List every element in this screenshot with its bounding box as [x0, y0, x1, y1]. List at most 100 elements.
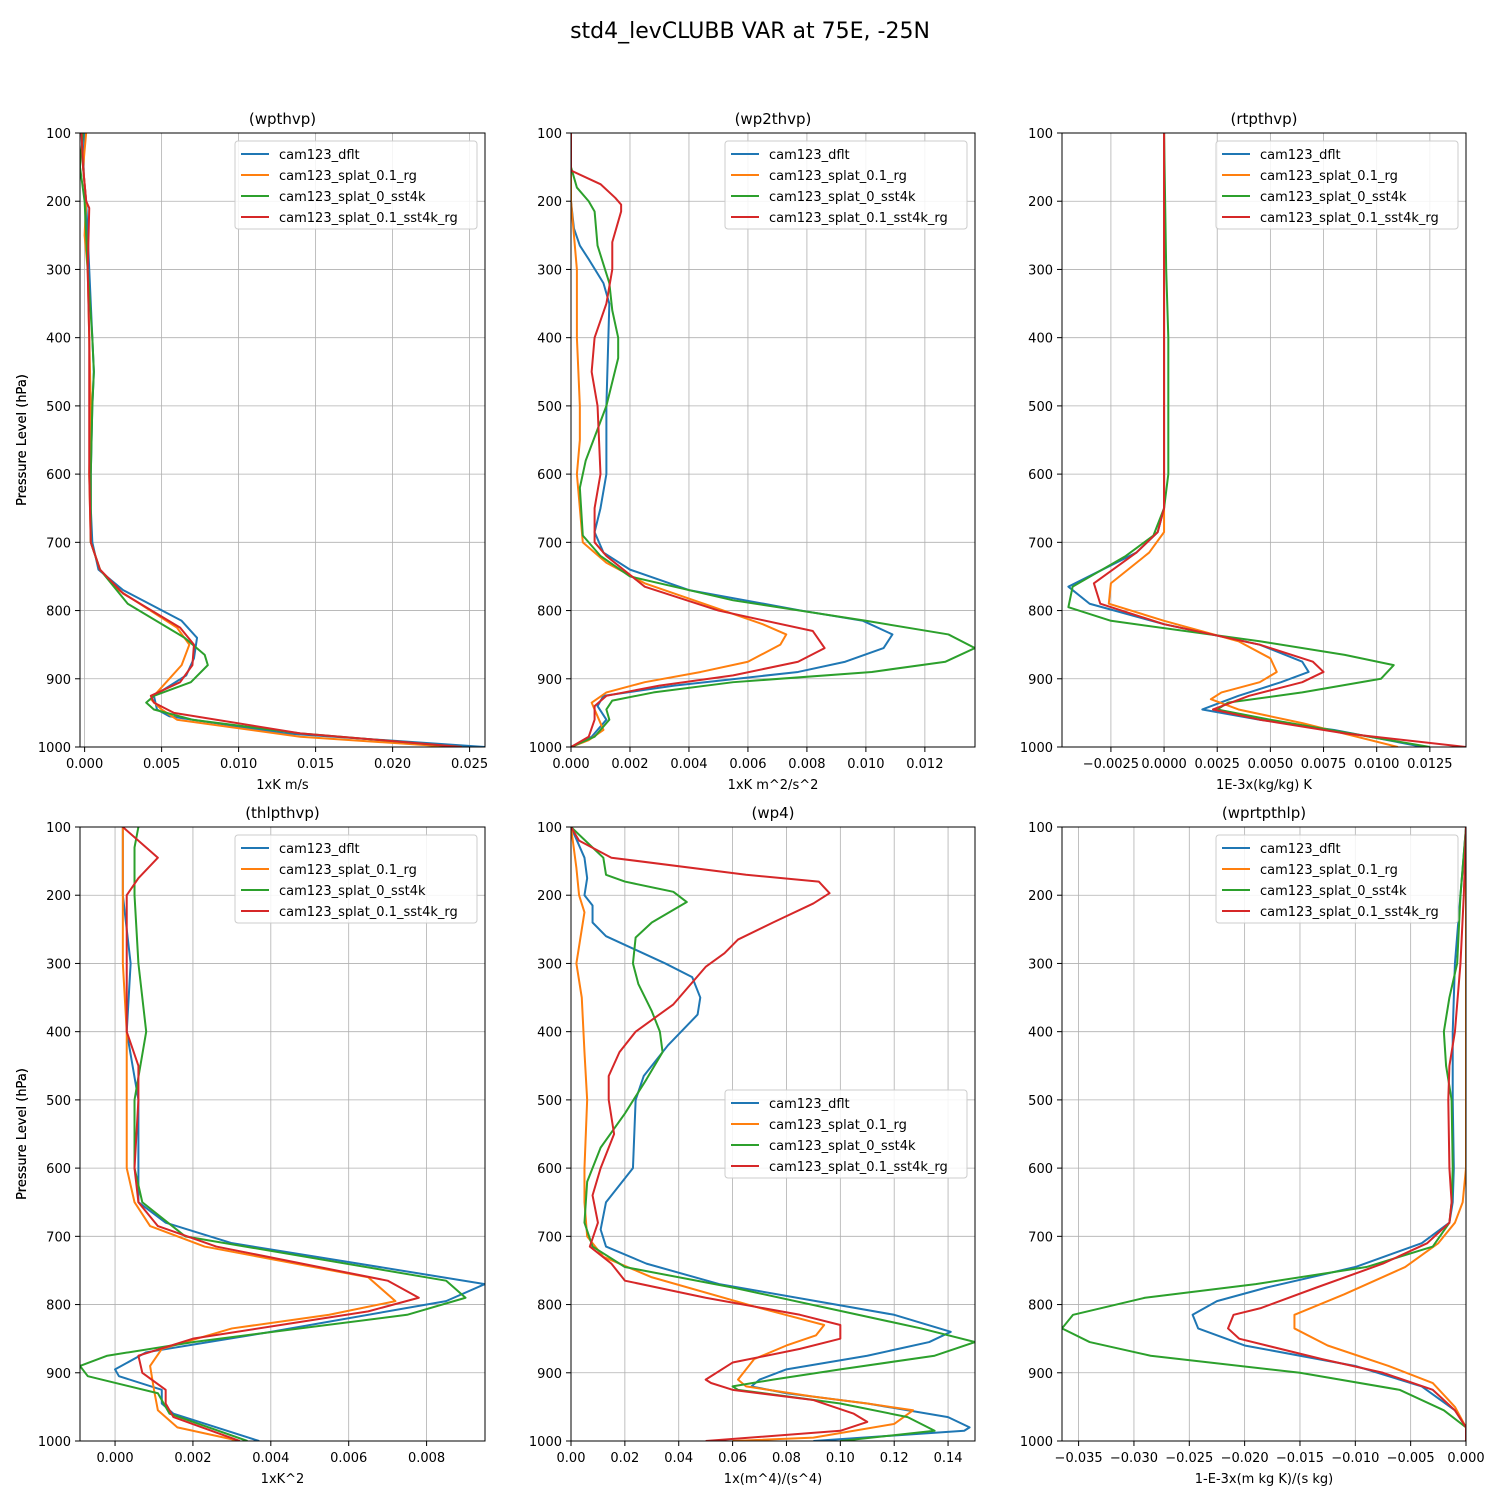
x-tick-label: −0.0025	[1083, 757, 1139, 772]
y-tick-label: 600	[537, 468, 562, 483]
legend-label: cam123_dflt	[279, 148, 360, 163]
legend-label: cam123_splat_0_sst4k	[279, 190, 426, 205]
x-axis-label: 1x(m^4)/(s^4)	[724, 1472, 822, 1487]
x-ticks: 0.000 0.002 0.004 0.006 0.008	[96, 1441, 445, 1466]
chart-panel-1: 0.000 0.005 0.010 0.015 0.020 0.025 100 200 300 4…	[15, 110, 488, 793]
y-tick-label: 300	[46, 957, 71, 972]
legend: cam123_dflt cam123_splat_0.1_rg cam123_spl…	[234, 140, 478, 230]
legend: cam123_dflt cam123_splat_0.1_rg cam123_spl…	[724, 1089, 968, 1179]
series-lines	[1067, 133, 1466, 747]
x-tick-label: −0.025	[1165, 1451, 1213, 1466]
legend-label: cam123_dflt	[769, 1097, 850, 1112]
x-tick-label: 0.012	[906, 757, 943, 772]
x-tick-label: 0.00	[557, 1451, 586, 1466]
x-tick-label: 0.0100	[1354, 757, 1400, 772]
legend-box	[1215, 140, 1459, 230]
axes-frame	[1061, 826, 1467, 1442]
y-axis-label: Pressure Level (hPa)	[15, 374, 30, 506]
y-tick-label: 400	[1028, 1026, 1053, 1041]
y-ticks: 100 200 300 400 500 600 700 800 900 1000	[529, 821, 571, 1450]
x-tick-label: −0.020	[1221, 1451, 1269, 1466]
y-tick-label: 600	[46, 468, 71, 483]
series-line-3	[1062, 827, 1466, 1441]
x-tick-label: 0.14	[934, 1451, 963, 1466]
x-tick-label: 0.002	[174, 1451, 211, 1466]
panel-title: (wpthvp)	[249, 110, 316, 128]
legend-label: cam123_splat_0.1_rg	[279, 863, 417, 878]
x-axis-label: 1xK m/s	[256, 778, 309, 793]
panel-title: (wp2thvp)	[735, 110, 812, 128]
series-lines	[571, 827, 975, 1441]
panel-title: (wprtpthlp)	[1222, 804, 1306, 822]
series-line-4	[571, 133, 826, 747]
y-tick-label: 800	[46, 1299, 71, 1314]
figure-title: std4_levCLUBB VAR at 75E, -25N	[570, 19, 930, 44]
x-tick-label: −0.010	[1331, 1451, 1379, 1466]
y-tick-label: 400	[46, 332, 71, 347]
y-tick-label: 800	[537, 1299, 562, 1314]
legend-label: cam123_splat_0.1_rg	[1260, 863, 1398, 878]
legend-box	[1215, 834, 1459, 924]
y-tick-label: 600	[46, 1162, 71, 1177]
x-tick-label: 0.015	[297, 757, 334, 772]
x-tick-label: 0.025	[451, 757, 488, 772]
y-ticks: 100 200 300 400 500 600 700 800 900 1000	[1020, 127, 1062, 756]
legend-box	[234, 140, 478, 230]
series-line-1	[114, 827, 485, 1441]
y-tick-label: 200	[537, 889, 562, 904]
x-ticks: 0.000 0.005 0.010 0.015 0.020 0.025	[66, 747, 488, 772]
legend-label: cam123_splat_0_sst4k	[279, 884, 426, 899]
y-tick-label: 500	[537, 400, 562, 415]
x-tick-label: 0.006	[330, 1451, 367, 1466]
legend-label: cam123_splat_0.1_sst4k_rg	[279, 211, 458, 226]
plot-area	[80, 827, 485, 1441]
series-line-3	[571, 133, 975, 747]
chart-panel-3: −0.0025 0.0000 0.0025 0.0050 0.0075 0.0100 0.0…	[15, 110, 1467, 793]
y-tick-label: 900	[46, 673, 71, 688]
axes-frame	[1061, 132, 1467, 748]
y-tick-label: 500	[1028, 400, 1053, 415]
y-tick-label: 800	[46, 605, 71, 620]
chart-panel-5: 0.00 0.02 0.04 0.06 0.08 0.10 0.12 0.14 100 200 30…	[15, 804, 976, 1487]
x-tick-label: −0.005	[1387, 1451, 1435, 1466]
x-tick-label: 0.006	[729, 757, 766, 772]
legend-label: cam123_splat_0.1_rg	[279, 169, 417, 184]
legend-label: cam123_splat_0.1_sst4k_rg	[769, 1160, 948, 1175]
x-tick-label: 0.0075	[1301, 757, 1347, 772]
x-ticks: 0.000 0.002 0.004 0.006 0.008 0.010 0.012	[552, 747, 943, 772]
x-tick-label: 0.06	[718, 1451, 747, 1466]
y-tick-label: 300	[46, 263, 71, 278]
y-tick-label: 700	[46, 536, 71, 551]
plot-area	[80, 133, 485, 747]
axes-frame	[79, 132, 486, 748]
y-ticks: 100 200 300 400 500 600 700 800 900 1000	[38, 127, 80, 756]
y-tick-label: 700	[1028, 1230, 1053, 1245]
axes-frame	[570, 826, 976, 1442]
x-axis-label: 1E-3x(kg/kg) K	[1216, 778, 1312, 793]
y-ticks: 100 200 300 400 500 600 700 800 900 1000	[1020, 821, 1062, 1450]
x-tick-label: −0.035	[1055, 1451, 1103, 1466]
y-ticks: 100 200 300 400 500 600 700 800 900 1000	[529, 127, 571, 756]
y-tick-label: 300	[1028, 263, 1053, 278]
y-tick-label: 500	[1028, 1094, 1053, 1109]
y-tick-label: 100	[537, 127, 562, 142]
plot-area	[1062, 827, 1466, 1441]
y-tick-label: 800	[1028, 605, 1053, 620]
x-tick-label: 0.008	[788, 757, 825, 772]
x-tick-label: 0.000	[96, 1451, 133, 1466]
series-line-3	[571, 827, 975, 1441]
series-lines	[1062, 827, 1466, 1441]
legend-label: cam123_splat_0.1_sst4k_rg	[769, 211, 948, 226]
y-tick-label: 1000	[1020, 741, 1053, 756]
x-tick-label: 0.0125	[1407, 757, 1453, 772]
x-tick-label: 0.02	[610, 1451, 639, 1466]
legend: cam123_dflt cam123_splat_0.1_rg cam123_spl…	[724, 140, 968, 230]
y-tick-label: 400	[537, 1026, 562, 1041]
y-axis-label: Pressure Level (hPa)	[15, 374, 30, 506]
series-line-3	[80, 827, 467, 1441]
x-ticks: −0.035 −0.030 −0.025 −0.020 −0.015 −0.010 −0.0…	[1055, 1441, 1485, 1466]
legend: cam123_dflt cam123_splat_0.1_rg cam123_spl…	[1215, 834, 1459, 924]
y-tick-label: 100	[46, 821, 71, 836]
x-tick-label: 0.10	[826, 1451, 855, 1466]
legend-label: cam123_splat_0_sst4k	[1260, 190, 1407, 205]
